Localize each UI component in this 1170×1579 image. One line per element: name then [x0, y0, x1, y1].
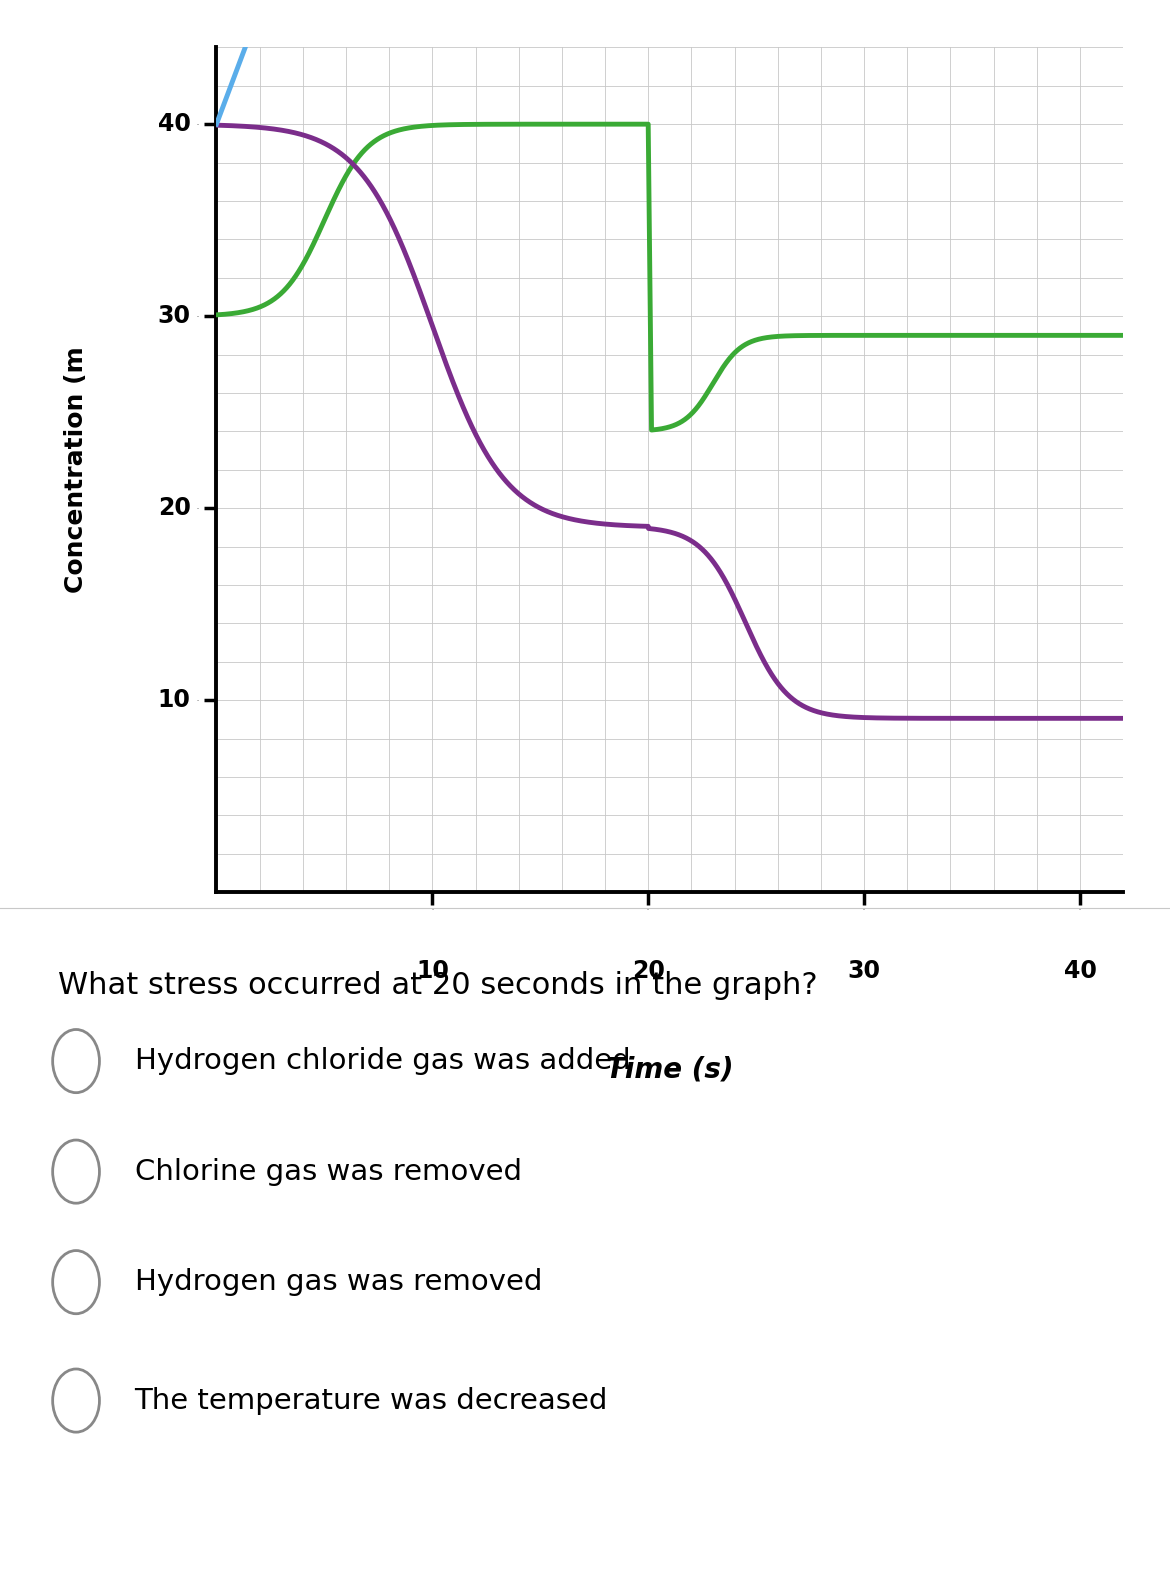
Text: Chlorine gas was removed: Chlorine gas was removed — [135, 1157, 522, 1186]
Text: 20: 20 — [632, 960, 665, 984]
Text: 40: 40 — [158, 112, 191, 136]
Text: 10: 10 — [415, 960, 449, 984]
Text: 10: 10 — [158, 688, 191, 712]
Text: 30: 30 — [847, 960, 881, 984]
Text: 20: 20 — [158, 496, 191, 519]
Text: 40: 40 — [1064, 960, 1096, 984]
Text: Hydrogen gas was removed: Hydrogen gas was removed — [135, 1268, 542, 1296]
Text: Hydrogen chloride gas was added: Hydrogen chloride gas was added — [135, 1047, 631, 1075]
Text: What stress occurred at 20 seconds in the graph?: What stress occurred at 20 seconds in th… — [58, 971, 818, 1000]
Text: The temperature was decreased: The temperature was decreased — [135, 1386, 608, 1415]
Text: Time (s): Time (s) — [606, 1055, 734, 1083]
Text: Concentration (m: Concentration (m — [64, 346, 88, 594]
Text: 30: 30 — [158, 305, 191, 328]
